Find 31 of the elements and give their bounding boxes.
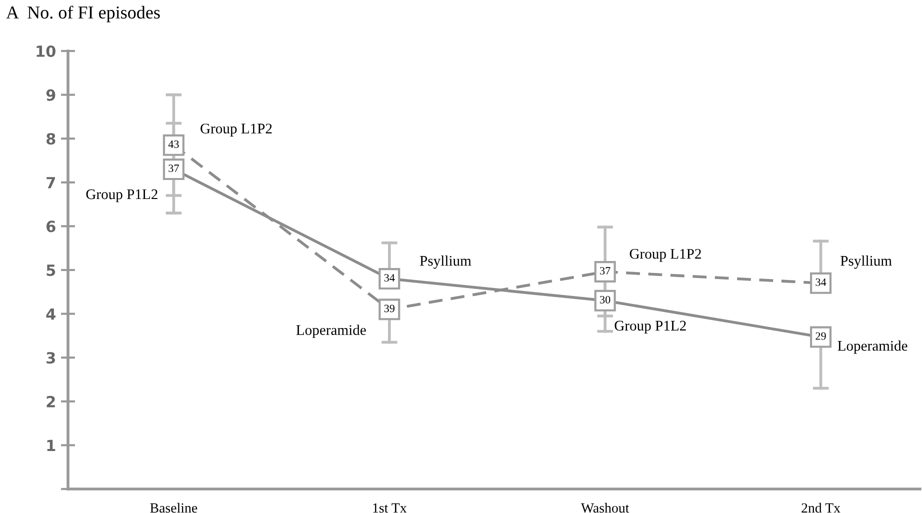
annotation: 30 xyxy=(600,296,610,304)
y-tick-label: 5 xyxy=(46,264,56,276)
x-tick-label: Washout xyxy=(580,502,630,513)
annotation: Group P1L2 xyxy=(86,189,158,202)
annotation: Psyllium xyxy=(420,255,472,269)
y-tick-label: 7 xyxy=(46,177,55,188)
y-tick-label: 2 xyxy=(46,396,55,408)
annotation: 37 xyxy=(168,164,179,172)
x-tick-label: 2nd Tx xyxy=(802,502,840,513)
annotation: 39 xyxy=(384,304,394,312)
annotation: Group P1L2 xyxy=(614,320,686,334)
annotation: Group L1P2 xyxy=(200,124,272,136)
chart-title: A No. of FI episodes xyxy=(6,6,160,22)
y-tick-label: 8 xyxy=(46,133,56,145)
annotation: 43 xyxy=(168,140,179,148)
y-tick-label: 4 xyxy=(46,308,56,320)
annotation: Loperamide xyxy=(838,340,908,354)
annotation: 34 xyxy=(384,274,395,282)
annotation: 37 xyxy=(600,267,610,275)
annotation: Group L1P2 xyxy=(630,248,701,262)
y-tick-label: 6 xyxy=(46,220,56,232)
annotation: 34 xyxy=(816,278,826,286)
y-tick-label: 9 xyxy=(46,89,56,101)
y-tick-label: 3 xyxy=(46,352,55,364)
y-tick-label: 1 xyxy=(47,440,56,452)
annotation: Psyllium xyxy=(840,255,892,269)
x-tick-label: 1st Tx xyxy=(373,503,407,513)
annotation: Loperamide xyxy=(296,324,366,338)
x-tick-label: Baseline xyxy=(150,502,198,513)
y-tick-label: 10 xyxy=(36,45,56,58)
annotation: 29 xyxy=(816,332,826,340)
